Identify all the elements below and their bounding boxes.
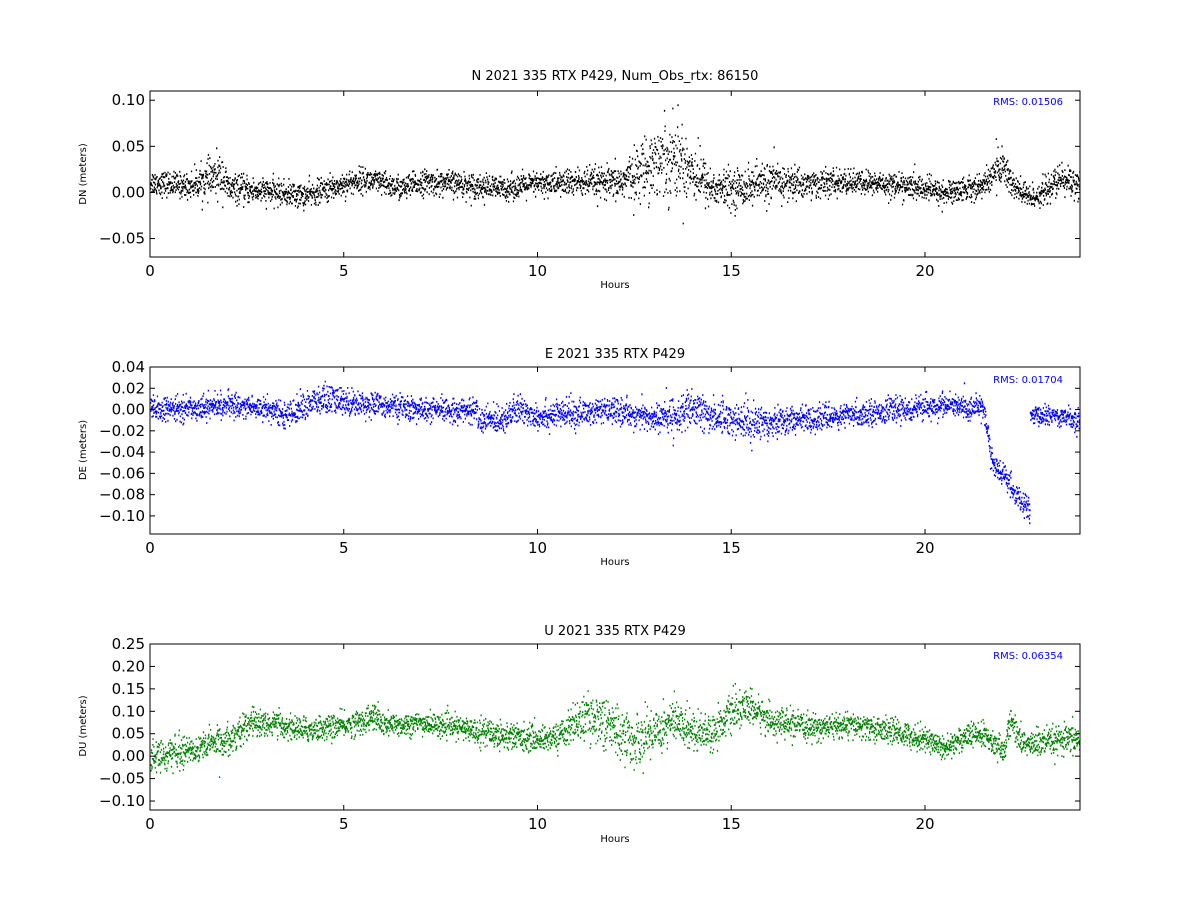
panel-east-xlabel: Hours [600,557,629,568]
panel-up-ytick-label: 0.05 [112,725,145,743]
panel-up-ytick-label: 0.25 [112,635,145,653]
panel-east-ylabel: DE (meters) [78,420,89,480]
panel-east-xtick-label: 0 [145,539,155,557]
panel-north-ytick-label: 0.00 [112,183,145,201]
panel-east-xtick-label: 20 [915,539,934,557]
panel-up: U 2021 335 RTX P429 Hours DU (meters) RM… [78,624,1081,845]
panel-east-ytick-label: 0.02 [112,379,145,397]
panel-east-xtick-label: 5 [339,539,349,557]
panel-east-ytick-label: −0.10 [99,507,145,525]
panel-north-ytick-label: 0.05 [112,137,145,155]
panel-east: E 2021 335 RTX P429 Hours DE (meters) RM… [78,347,1081,568]
panel-north-xtick-label: 20 [915,262,934,280]
panel-east-ytick-label: −0.02 [99,422,145,440]
panel-east-title: E 2021 335 RTX P429 [545,347,685,362]
panel-up-frame [149,643,1081,811]
panel-north-xlabel: Hours [600,280,629,291]
panel-up-ytick-label: 0.20 [112,657,145,675]
panel-up-xtick-label: 5 [339,815,349,833]
panel-up-xtick-label: 15 [722,815,741,833]
panel-east-ytick-label: −0.08 [99,486,145,504]
panel-east-frame [149,366,1081,535]
panel-north: N 2021 335 RTX P429, Num_Obs_rtx: 86150 … [78,69,1081,291]
panel-north-ylabel: DN (meters) [78,143,89,205]
panel-north-rms: RMS: 0.01506 [993,97,1063,108]
panel-up-rms: RMS: 0.06354 [993,651,1063,662]
panel-east-rms: RMS: 0.01704 [993,375,1063,386]
panel-up-ytick-label: 0.15 [112,680,145,698]
panel-up-ytick-label: −0.10 [99,792,145,810]
panel-up-title: U 2021 335 RTX P429 [544,624,686,639]
panel-up-ytick-label: 0.10 [112,702,145,720]
panel-north-ytick-label: 0.10 [112,91,145,109]
panel-up-ytick-label: 0.00 [112,747,145,765]
panel-north-xtick-label: 0 [145,262,155,280]
panel-east-series-1-points [1029,402,1080,438]
panel-up-xtick-label: 20 [915,815,934,833]
panel-up-xtick-label: 10 [528,815,547,833]
panel-east-ytick-label: −0.04 [99,443,145,461]
panel-east-ytick-label: −0.06 [99,464,145,482]
panel-up-ytick-label: −0.05 [99,770,145,788]
panel-east-series-0 [150,380,1031,525]
panel-east-xtick-label: 10 [528,539,547,557]
panel-up-ylabel: DU (meters) [78,695,89,756]
panel-north-title: N 2021 335 RTX P429, Num_Obs_rtx: 86150 [472,69,759,84]
panel-east-ytick-label: 0.00 [112,401,145,419]
panel-north-xtick-label: 10 [528,262,547,280]
panel-east-series-0-points [150,380,1031,525]
panel-up-xlabel: Hours [600,834,629,845]
panel-east-series-1 [1029,402,1080,438]
panel-north-xtick-label: 5 [339,262,349,280]
panel-north-frame [149,90,1081,258]
panel-up-xtick-label: 0 [145,815,155,833]
panel-east-ytick-label: 0.04 [112,358,145,376]
panel-north-xtick-label: 15 [722,262,741,280]
panel-east-xtick-label: 15 [722,539,741,557]
panel-north-ytick-label: −0.05 [99,230,145,248]
